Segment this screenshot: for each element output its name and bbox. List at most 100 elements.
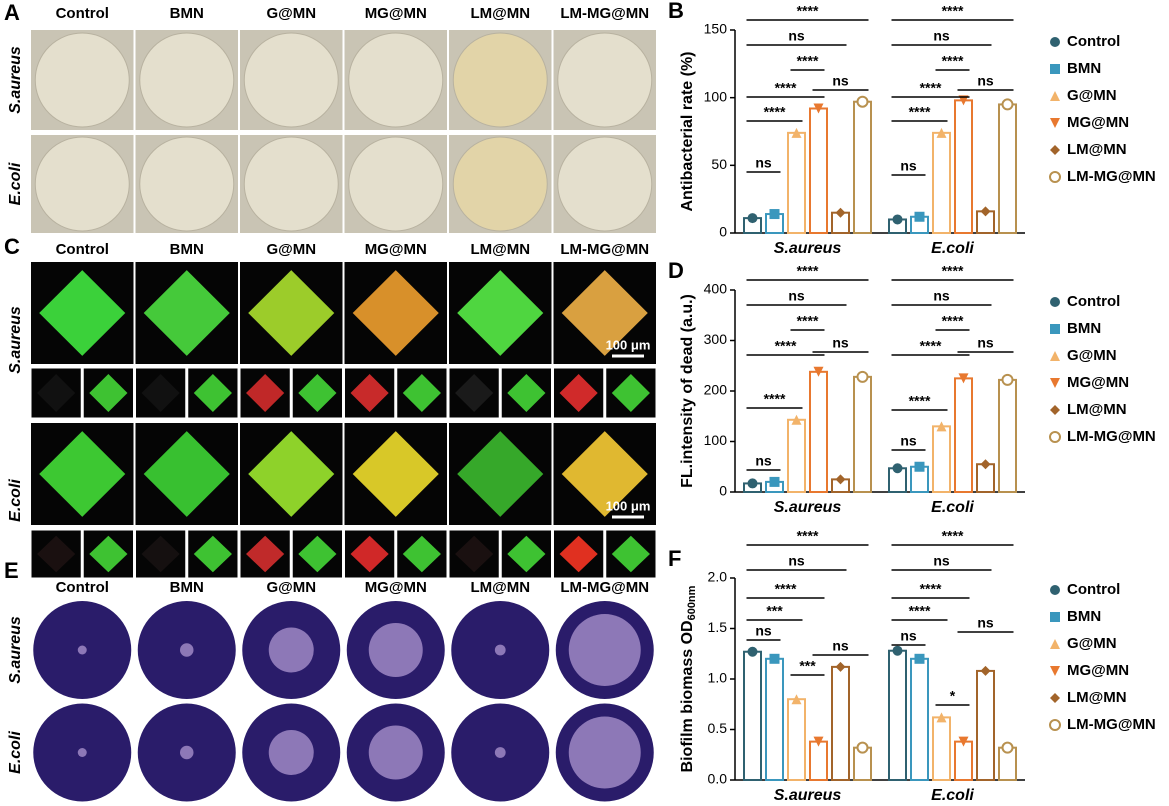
legend-marker xyxy=(1050,91,1060,101)
significance-label: ns xyxy=(933,288,950,304)
column-label: BMN xyxy=(170,579,204,596)
stain-pattern xyxy=(368,725,423,780)
y-tick-label: 150 xyxy=(704,21,728,37)
biofilm-3d xyxy=(457,431,544,517)
channel-3d xyxy=(507,374,546,412)
significance-label: **** xyxy=(942,313,964,329)
legend-label: Control xyxy=(1067,581,1120,598)
significance-label: **** xyxy=(909,603,931,619)
significance-label: * xyxy=(950,688,956,704)
panel-letter: A xyxy=(4,0,20,25)
significance-label: ns xyxy=(977,335,994,351)
column-label: BMN xyxy=(170,241,204,258)
channel-3d xyxy=(89,374,128,412)
petri-dish xyxy=(348,136,444,232)
biofilm-3d xyxy=(561,431,648,517)
y-tick-label: 1.0 xyxy=(708,670,728,686)
legend-label: G@MN xyxy=(1067,347,1117,364)
legend-marker xyxy=(1050,64,1060,74)
data-point xyxy=(813,366,824,377)
column-label: LM@MN xyxy=(470,5,530,22)
channel-3d xyxy=(507,535,546,573)
channel-3d xyxy=(559,374,598,412)
data-point xyxy=(791,127,802,138)
significance-label: **** xyxy=(942,528,964,544)
biofilm-3d xyxy=(39,431,126,517)
column-label: Control xyxy=(56,579,109,596)
biofilm-3d xyxy=(248,270,335,356)
significance-label: **** xyxy=(942,263,964,279)
data-point xyxy=(856,741,869,754)
y-axis-label-main: Biofilm biomass OD xyxy=(679,620,696,772)
data-point xyxy=(835,661,846,672)
data-point xyxy=(769,653,780,664)
y-axis-label: FL.intensity of dead (a.u.) xyxy=(679,294,696,488)
y-tick-label: 300 xyxy=(704,331,728,347)
stain-pattern xyxy=(180,643,194,657)
data-point xyxy=(813,103,824,114)
bar xyxy=(954,377,973,493)
biofilm-3d xyxy=(457,270,544,356)
data-point xyxy=(914,461,925,472)
y-axis-label-main: Antibacterial rate (%) xyxy=(679,51,696,211)
data-point xyxy=(914,653,925,664)
legend-label: LM@MN xyxy=(1067,689,1127,706)
data-point xyxy=(980,206,991,217)
legend-marker xyxy=(1050,118,1060,128)
bar xyxy=(809,740,828,781)
column-label: G@MN xyxy=(266,241,316,258)
significance-label: ns xyxy=(788,28,805,44)
significance-label: ns xyxy=(788,553,805,569)
legend-marker xyxy=(1049,719,1061,731)
petri-dish xyxy=(557,136,653,232)
column-label: MG@MN xyxy=(365,579,427,596)
data-point xyxy=(892,214,903,225)
bar xyxy=(976,669,995,781)
channel-3d xyxy=(37,535,76,573)
channel-3d xyxy=(193,535,232,573)
biofilm-3d xyxy=(561,270,648,356)
y-tick-label: 50 xyxy=(711,156,727,172)
significance-label: ns xyxy=(755,453,772,469)
panel-letter: D xyxy=(668,258,684,283)
biofilm-3d xyxy=(352,431,439,517)
significance-label: ns xyxy=(755,155,772,171)
panel-letter: E xyxy=(4,558,19,583)
column-label: Control xyxy=(56,241,109,258)
petri-dish xyxy=(34,136,130,232)
stain-pattern xyxy=(494,644,506,656)
channel-3d xyxy=(141,374,180,412)
x-tick-label: E.coli xyxy=(931,787,974,804)
channel-3d xyxy=(298,535,337,573)
data-point xyxy=(1001,741,1014,754)
bar xyxy=(888,649,907,781)
column-label: MG@MN xyxy=(365,5,427,22)
data-point xyxy=(813,736,824,747)
petri-dish xyxy=(452,136,548,232)
data-point xyxy=(958,95,969,106)
petri-dish xyxy=(139,136,235,232)
legend-label: LM@MN xyxy=(1067,401,1127,418)
column-label: MG@MN xyxy=(365,241,427,258)
biofilm-3d xyxy=(248,431,335,517)
data-point xyxy=(747,213,758,224)
significance-label: ns xyxy=(788,288,805,304)
biofilm-3d xyxy=(39,270,126,356)
bar xyxy=(787,418,806,493)
data-point xyxy=(892,463,903,474)
legend-marker xyxy=(1049,431,1061,443)
stain-pattern xyxy=(568,614,641,686)
stain-pattern xyxy=(268,627,314,673)
x-tick-label: E.coli xyxy=(931,499,974,516)
legend-label: LM@MN xyxy=(1067,141,1127,158)
column-label: G@MN xyxy=(266,5,316,22)
significance-label: **** xyxy=(797,3,819,19)
petri-dish xyxy=(34,32,130,128)
significance-label: **** xyxy=(775,338,797,354)
significance-label: ns xyxy=(933,553,950,569)
legend-label: BMN xyxy=(1067,320,1101,337)
x-tick-label: S.aureus xyxy=(774,240,842,257)
scale-bar-label: 100 μm xyxy=(606,337,651,352)
legend-marker xyxy=(1050,351,1060,361)
